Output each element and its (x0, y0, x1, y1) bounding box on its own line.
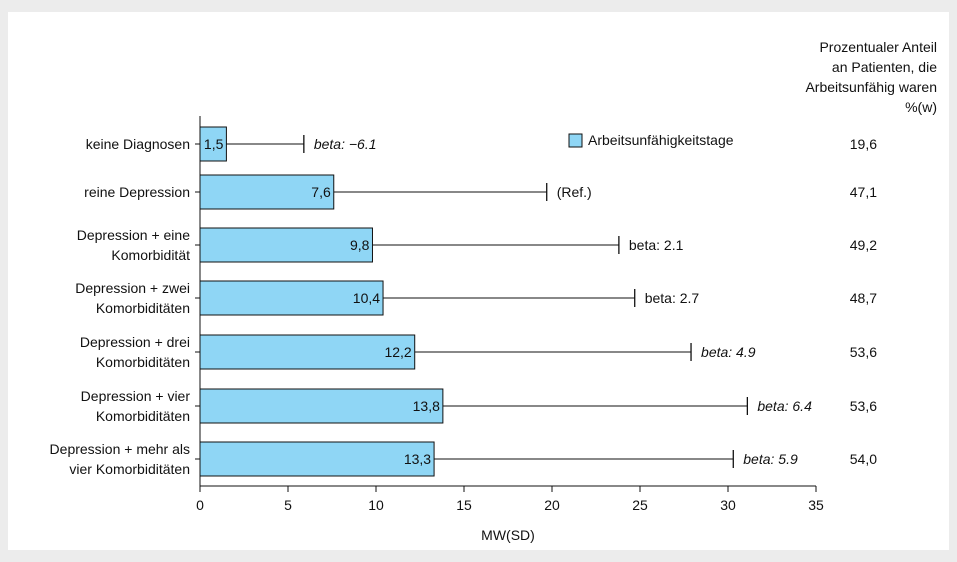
beta-annotation: (Ref.) (557, 184, 592, 200)
category-label: Depression + drei (80, 334, 190, 350)
bar (199, 441, 435, 477)
x-tick-label: 15 (456, 497, 472, 513)
beta-annotation: beta: 2.7 (645, 290, 700, 306)
data-label: 13,3 (404, 451, 431, 467)
x-tick-label: 0 (196, 497, 204, 513)
percentage-value: 48,7 (850, 290, 877, 306)
right-column-header: %(w) (905, 99, 937, 115)
beta-annotation: beta: 2.1 (629, 237, 684, 253)
category-label: reine Depression (84, 184, 190, 200)
x-tick-label: 10 (368, 497, 384, 513)
legend-label: Arbeitsunfähigkeitstage (588, 132, 734, 148)
percentage-value: 19,6 (850, 136, 877, 152)
x-tick-label: 30 (720, 497, 736, 513)
bar (199, 126, 227, 162)
data-label: 10,4 (353, 290, 380, 306)
chart-panel: 0 5 10 15 20 25 30 35 MW(SD) keine Diagnosen 1,5 be… (8, 12, 949, 550)
category-label: Komorbiditäten (96, 408, 190, 424)
category-label: keine Diagnosen (86, 136, 190, 152)
bar (199, 280, 384, 316)
beta-annotation: beta: 4.9 (701, 344, 756, 360)
x-tick-label: 5 (284, 497, 292, 513)
x-tick-label: 35 (808, 497, 824, 513)
bar (199, 174, 335, 210)
x-tick-label: 25 (632, 497, 648, 513)
category-label: vier Komorbiditäten (69, 461, 190, 477)
category-label: Depression + zwei (75, 280, 190, 296)
category-label: Komorbiditäten (96, 354, 190, 370)
right-column-header: an Patienten, die (832, 59, 937, 75)
legend-swatch (568, 133, 583, 148)
beta-annotation: beta: 5.9 (743, 451, 798, 467)
percentage-value: 53,6 (850, 398, 877, 414)
data-label: 13,8 (413, 398, 440, 414)
category-label: Komorbidität (111, 247, 190, 263)
category-label: Komorbiditäten (96, 300, 190, 316)
percentage-value: 53,6 (850, 344, 877, 360)
data-label: 7,6 (311, 184, 331, 200)
percentage-value: 49,2 (850, 237, 877, 253)
bar-chart: 0 5 10 15 20 25 30 35 MW(SD) keine Diagnosen 1,5 be… (50, 39, 938, 543)
bar (199, 388, 444, 424)
category-label: Depression + mehr als (50, 441, 190, 457)
data-label: 12,2 (384, 344, 411, 360)
bar (199, 334, 416, 370)
percentage-value: 54,0 (850, 451, 877, 467)
x-tick-label: 20 (544, 497, 560, 513)
beta-annotation: beta: −6.1 (314, 136, 377, 152)
data-label: 1,5 (204, 136, 224, 152)
beta-annotation: beta: 6.4 (757, 398, 812, 414)
category-label: Depression + eine (77, 227, 190, 243)
right-column-header: Arbeitsunfähig waren (805, 79, 937, 95)
bar (199, 227, 373, 263)
data-label: 9,8 (350, 237, 370, 253)
x-axis-title: MW(SD) (481, 527, 535, 543)
percentage-value: 47,1 (850, 184, 877, 200)
right-column-header: Prozentualer Anteil (819, 39, 937, 55)
category-label: Depression + vier (81, 388, 191, 404)
